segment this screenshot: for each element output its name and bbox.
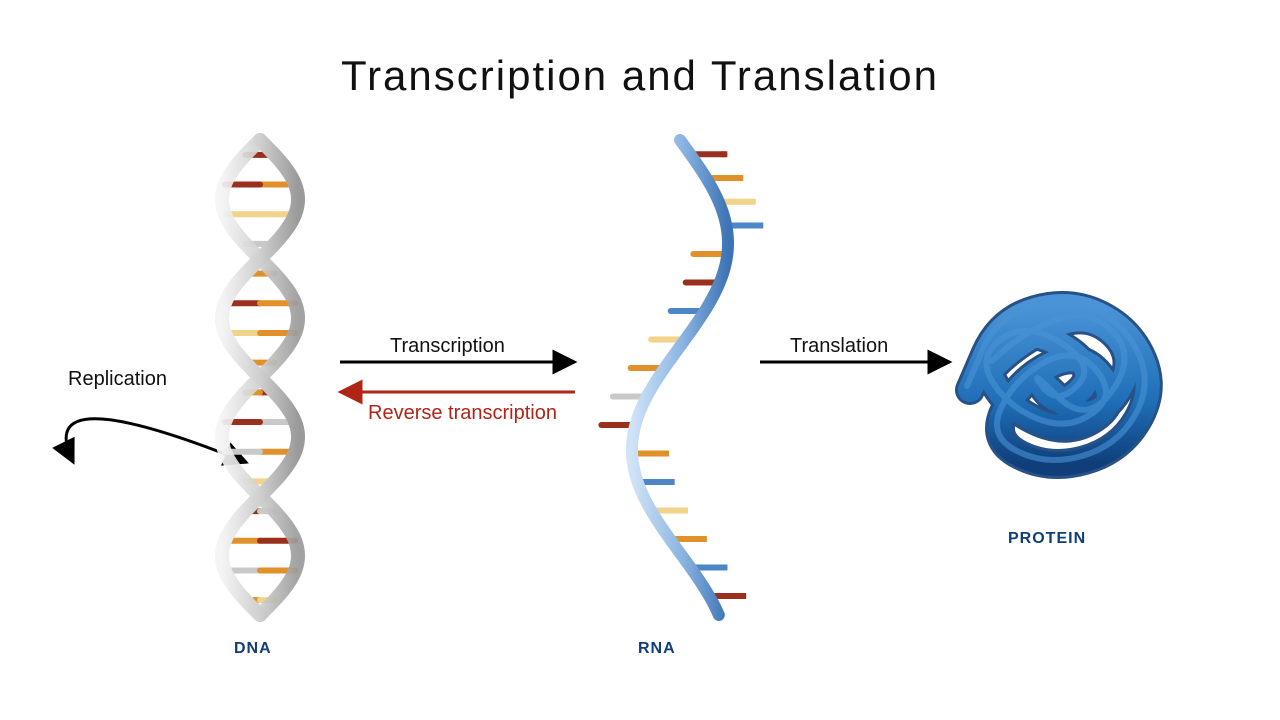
protein-icon [967, 302, 1148, 464]
diagram-svg [0, 0, 1280, 720]
diagram-stage: Transcription and Translation DNA RNA PR… [0, 0, 1280, 720]
